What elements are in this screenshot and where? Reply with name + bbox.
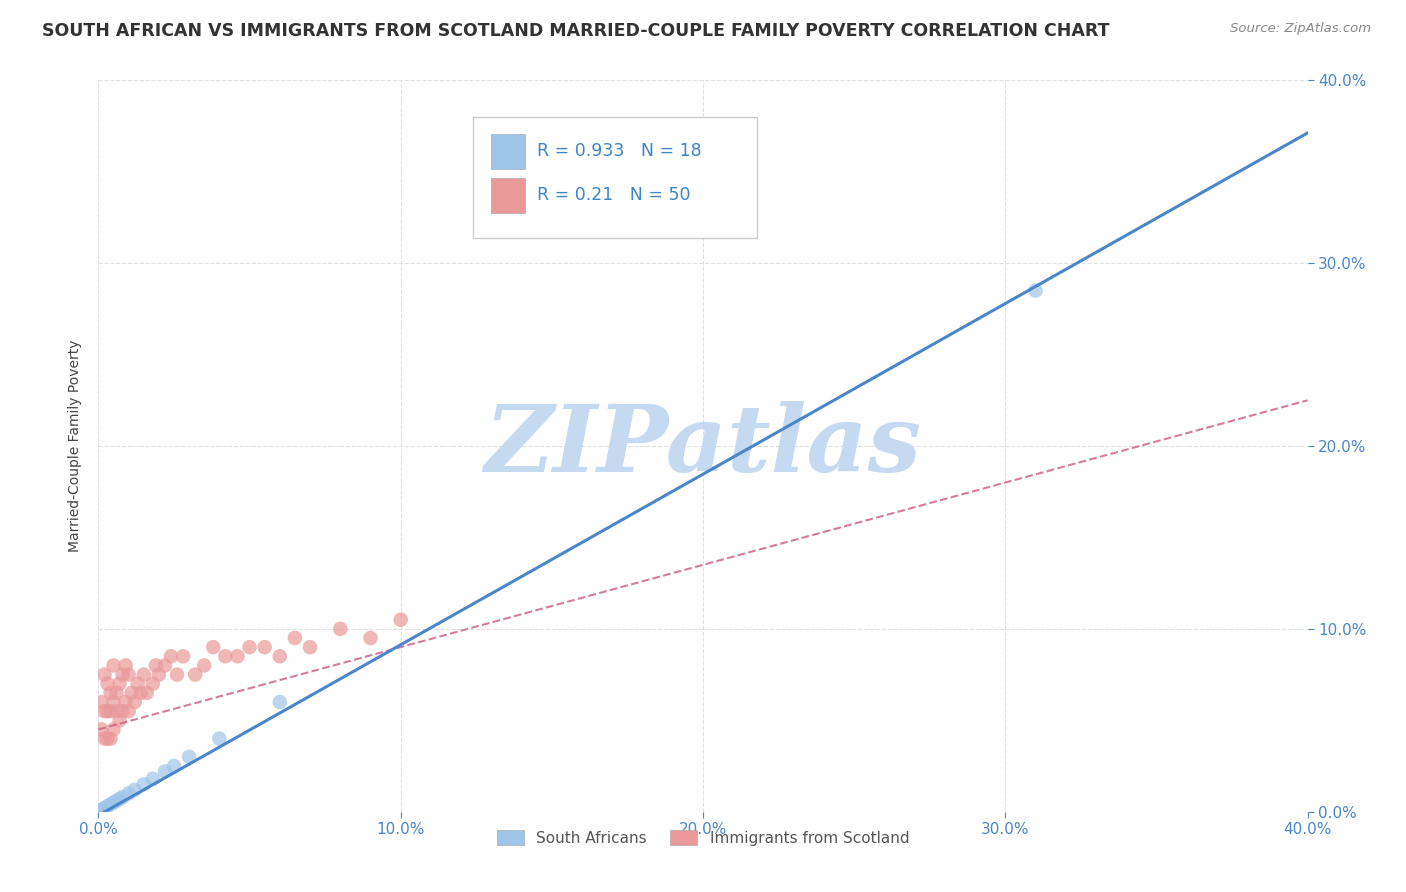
Point [118, 787, 141, 801]
FancyBboxPatch shape [474, 117, 758, 237]
Point [118, 704, 141, 718]
Point [214, 649, 236, 664]
Point [193, 658, 215, 673]
Point [105, 704, 128, 718]
Point [166, 667, 188, 681]
Point [93, 731, 115, 746]
Y-axis label: Married-Couple Family Poverty: Married-Couple Family Poverty [69, 340, 83, 552]
Point [105, 686, 128, 700]
Point [121, 686, 143, 700]
Point [145, 658, 167, 673]
Point [129, 686, 152, 700]
Point [103, 796, 125, 810]
Point [127, 676, 149, 690]
Point [114, 658, 136, 673]
Point [329, 622, 352, 636]
Text: ZIPatlas: ZIPatlas [485, 401, 921, 491]
Point [389, 613, 412, 627]
Point [105, 794, 128, 808]
Point [184, 667, 207, 681]
Point [96, 704, 118, 718]
Point [96, 799, 118, 814]
Point [142, 676, 165, 690]
Point [90, 723, 112, 737]
Text: R = 0.21   N = 50: R = 0.21 N = 50 [537, 186, 690, 204]
Point [111, 704, 134, 718]
Point [299, 640, 322, 655]
Point [111, 790, 134, 805]
Point [114, 695, 136, 709]
Point [108, 676, 131, 690]
Point [360, 631, 382, 645]
Point [132, 777, 155, 791]
Point [96, 676, 118, 690]
Point [142, 772, 165, 786]
Point [135, 686, 157, 700]
Point [172, 649, 194, 664]
Point [269, 649, 291, 664]
Point [93, 667, 115, 681]
Point [93, 704, 115, 718]
Point [111, 667, 134, 681]
Point [100, 797, 122, 812]
Point [239, 640, 262, 655]
Point [96, 731, 118, 746]
Point [90, 803, 112, 817]
Point [124, 782, 146, 797]
Point [269, 695, 291, 709]
Point [226, 649, 249, 664]
Point [108, 714, 131, 728]
Point [163, 759, 186, 773]
Point [93, 801, 115, 815]
Point [253, 640, 276, 655]
Point [100, 731, 122, 746]
Point [208, 731, 231, 746]
Legend: South Africans, Immigrants from Scotland: South Africans, Immigrants from Scotland [491, 823, 915, 852]
Point [108, 792, 131, 806]
Point [202, 640, 225, 655]
Point [153, 658, 176, 673]
Point [103, 695, 125, 709]
Point [90, 695, 112, 709]
Point [132, 667, 155, 681]
Text: R = 0.933   N = 18: R = 0.933 N = 18 [537, 142, 702, 161]
Point [103, 658, 125, 673]
Text: Source: ZipAtlas.com: Source: ZipAtlas.com [1230, 22, 1371, 36]
Bar [492, 178, 526, 212]
Point [118, 667, 141, 681]
Point [100, 686, 122, 700]
Point [284, 631, 307, 645]
Point [153, 764, 176, 779]
Point [179, 749, 201, 764]
Point [160, 649, 183, 664]
Point [124, 695, 146, 709]
Text: SOUTH AFRICAN VS IMMIGRANTS FROM SCOTLAND MARRIED-COUPLE FAMILY POVERTY CORRELAT: SOUTH AFRICAN VS IMMIGRANTS FROM SCOTLAN… [42, 22, 1109, 40]
Point [148, 667, 170, 681]
Point [1024, 284, 1046, 298]
Point [103, 723, 125, 737]
Bar [492, 134, 526, 169]
Point [100, 704, 122, 718]
